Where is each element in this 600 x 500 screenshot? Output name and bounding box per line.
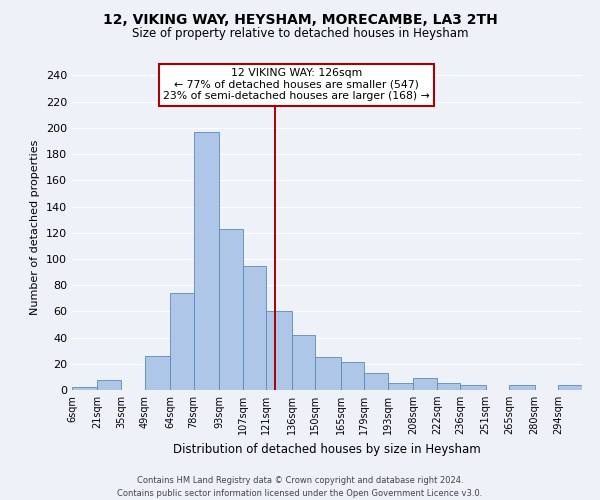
- Text: 12, VIKING WAY, HEYSHAM, MORECAMBE, LA3 2TH: 12, VIKING WAY, HEYSHAM, MORECAMBE, LA3 …: [103, 12, 497, 26]
- Bar: [97, 380, 121, 390]
- X-axis label: Distribution of detached houses by size in Heysham: Distribution of detached houses by size …: [173, 442, 481, 456]
- Bar: [242, 266, 266, 390]
- Bar: [364, 373, 388, 390]
- Text: Contains HM Land Registry data © Crown copyright and database right 2024.
Contai: Contains HM Land Registry data © Crown c…: [118, 476, 482, 498]
- Bar: [388, 384, 413, 390]
- Bar: [145, 356, 170, 390]
- Bar: [509, 385, 535, 390]
- Bar: [72, 388, 97, 390]
- Bar: [194, 132, 219, 390]
- Bar: [559, 385, 582, 390]
- Bar: [460, 385, 486, 390]
- Text: Size of property relative to detached houses in Heysham: Size of property relative to detached ho…: [132, 28, 468, 40]
- Y-axis label: Number of detached properties: Number of detached properties: [31, 140, 40, 315]
- Bar: [266, 312, 292, 390]
- Bar: [341, 362, 364, 390]
- Bar: [413, 378, 437, 390]
- Bar: [292, 335, 315, 390]
- Text: 12 VIKING WAY: 126sqm
← 77% of detached houses are smaller (547)
23% of semi-det: 12 VIKING WAY: 126sqm ← 77% of detached …: [163, 68, 430, 102]
- Bar: [170, 293, 194, 390]
- Bar: [315, 357, 341, 390]
- Bar: [437, 384, 460, 390]
- Bar: [219, 229, 242, 390]
